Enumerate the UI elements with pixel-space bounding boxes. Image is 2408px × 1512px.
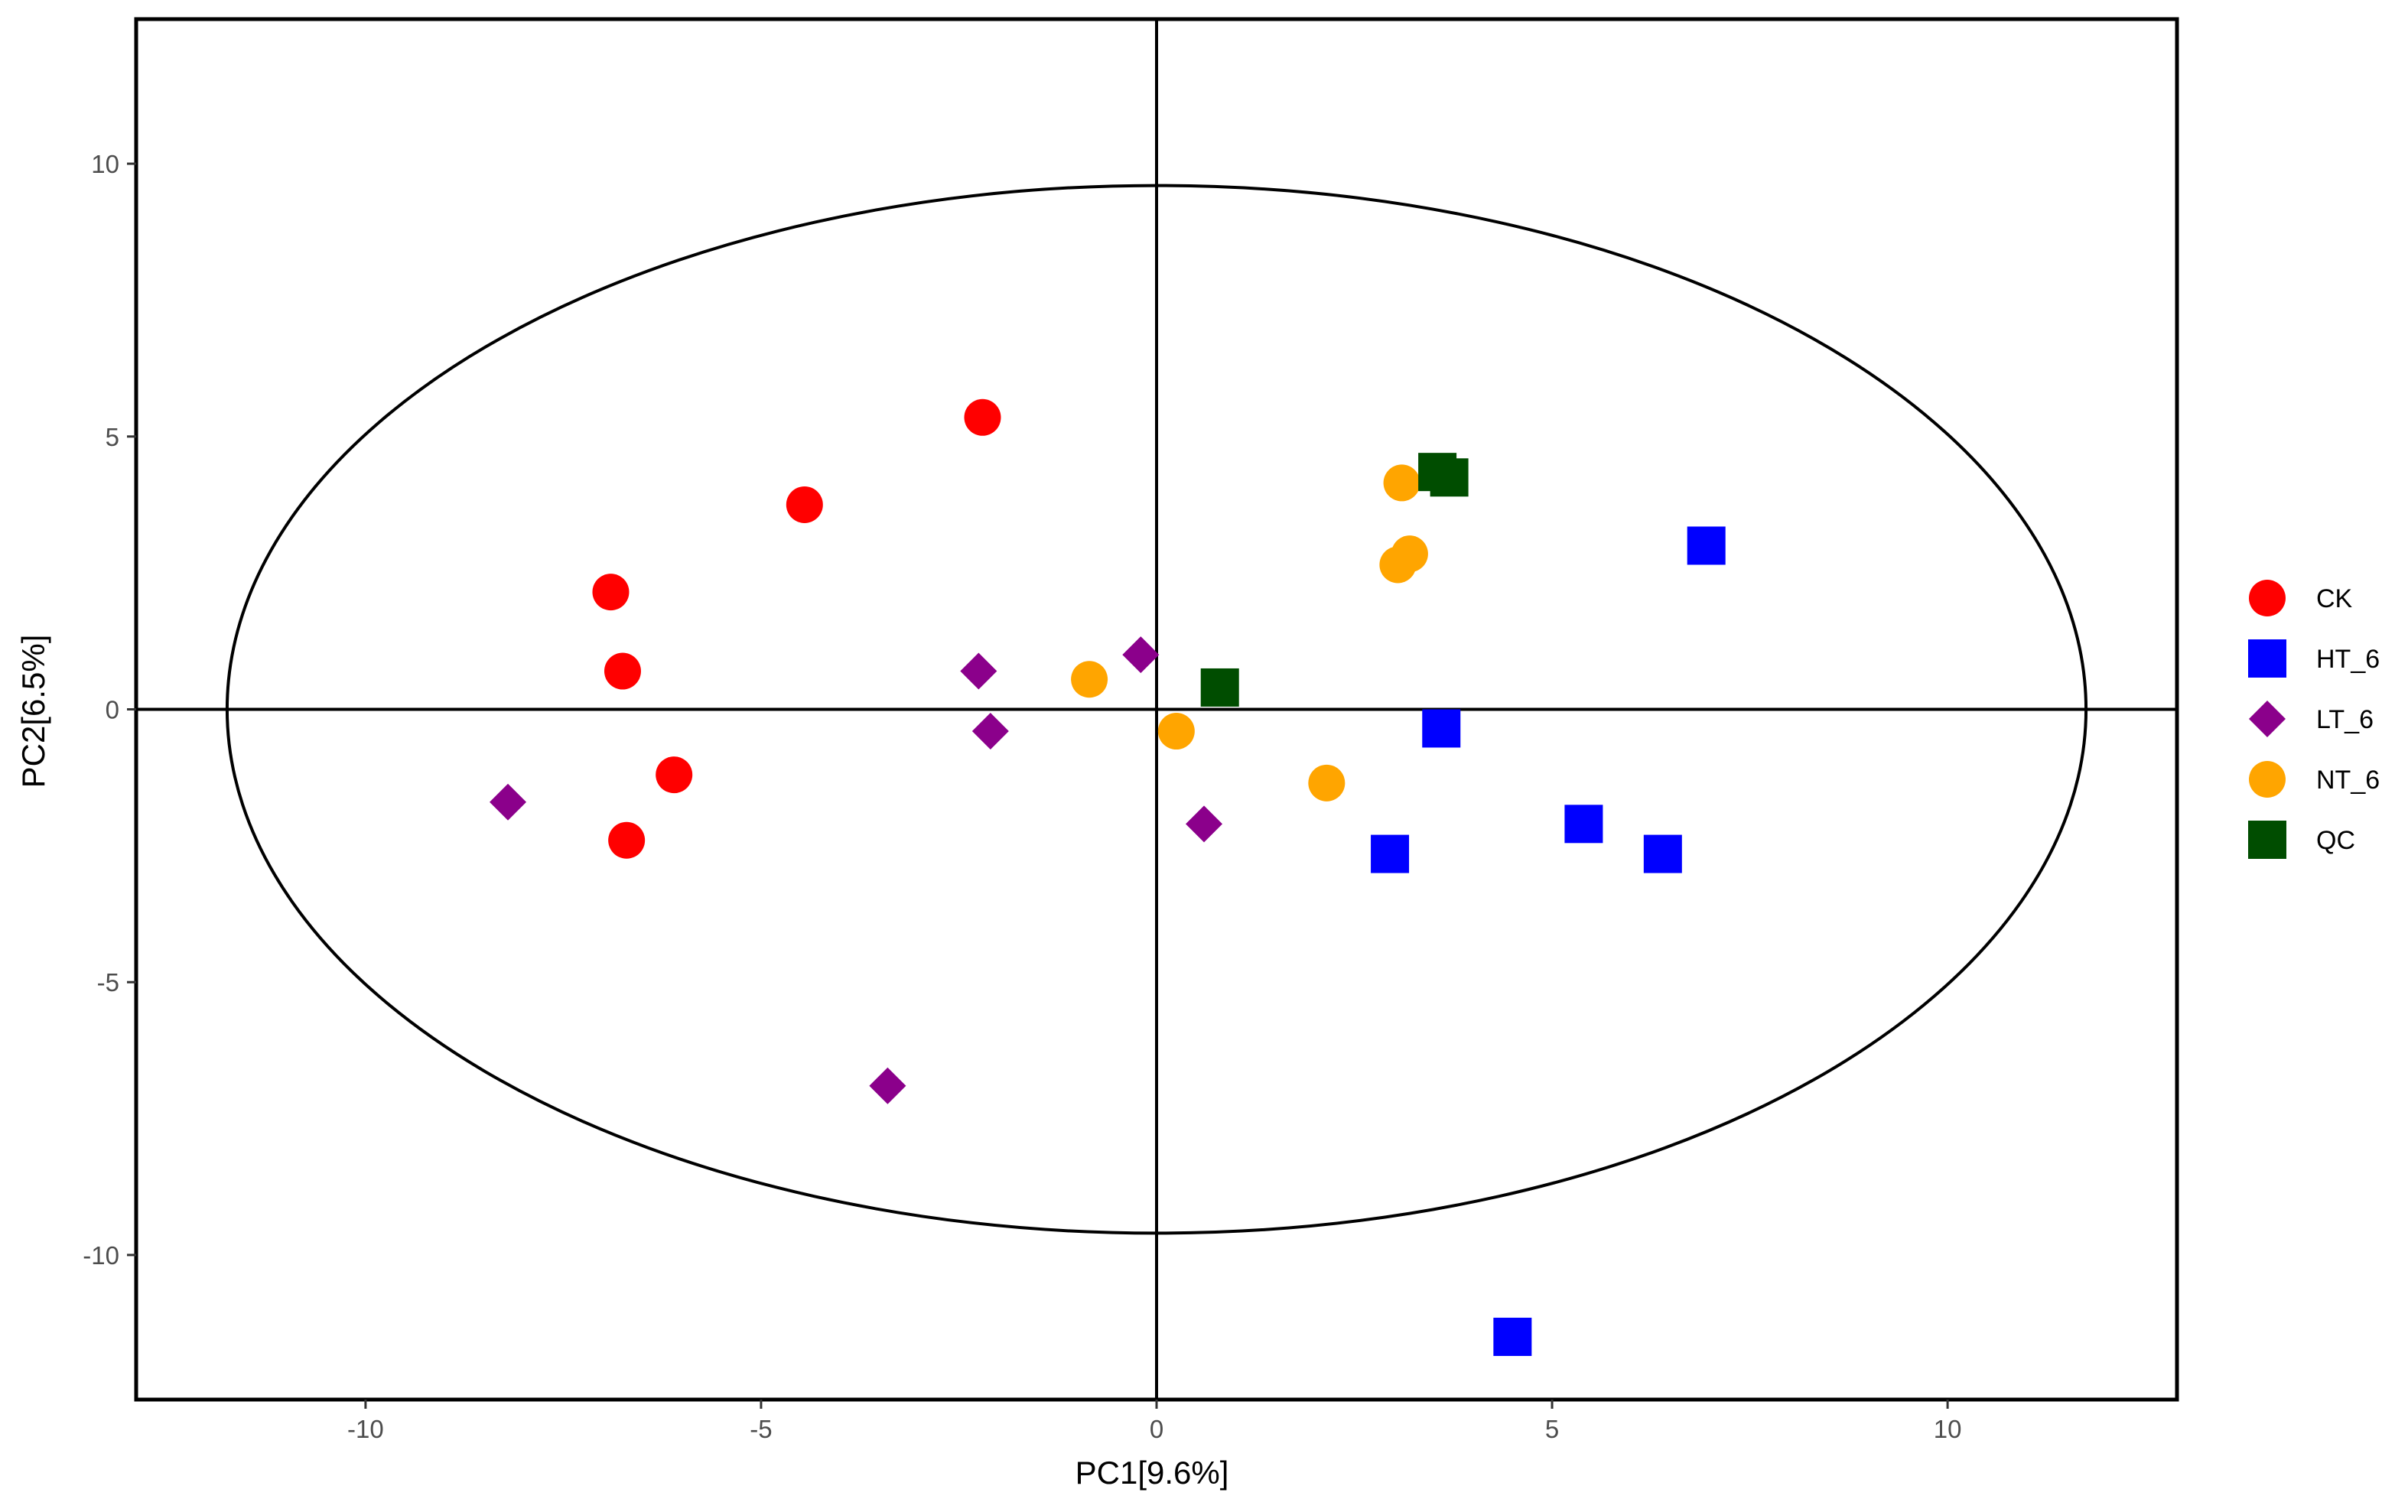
point-ck [608,821,646,859]
point-ck [592,574,630,611]
x-tick-label: -5 [750,1415,772,1443]
y-axis-title: PC2[6.5%] [15,635,51,789]
y-tick-label: 0 [106,696,119,724]
point-lt-6 [960,652,997,690]
point-ht-6 [1643,834,1682,873]
point-qc [1430,458,1469,497]
legend-label: QC [2316,826,2355,855]
point-ht-6 [1687,526,1726,565]
x-tick-label: 10 [1934,1415,1962,1443]
point-ht-6 [1493,1317,1532,1356]
x-tick-label: 0 [1150,1415,1163,1443]
legend: CK HT_6 LT_6 NT_6 QC [2248,580,2380,859]
point-nt-6 [1379,546,1417,584]
point-nt-6 [1383,464,1420,502]
point-qc [1200,668,1239,707]
legend-label: NT_6 [2316,766,2380,795]
x-axis-title: PC1[9.6%] [1075,1455,1229,1491]
point-nt-6 [1308,764,1346,802]
point-ck [604,652,641,690]
y-tick-label: -10 [83,1241,119,1270]
point-lt-6 [490,783,527,821]
point-lt-6 [971,713,1009,750]
point-lt-6 [869,1067,906,1104]
point-ht-6 [1422,709,1461,748]
point-ht-6 [1564,805,1603,844]
legend-key [2249,580,2286,616]
legend-key [2248,821,2286,859]
point-ck [964,398,1001,436]
legend-key [2249,701,2286,737]
legend-label: CK [2316,584,2353,613]
y-tick-label: 5 [106,423,119,451]
point-ck [656,756,693,794]
point-ck [786,486,823,523]
legend-label: HT_6 [2316,645,2380,674]
point-lt-6 [1186,805,1223,843]
legend-key [2248,639,2286,678]
point-nt-6 [1157,713,1195,750]
y-tick-label: 10 [91,150,119,178]
x-tick-label: -10 [347,1415,384,1443]
legend-label: LT_6 [2316,705,2374,734]
point-nt-6 [1071,661,1108,698]
x-tick-label: 5 [1545,1415,1559,1443]
point-ht-6 [1371,834,1410,873]
point-lt-6 [1122,636,1160,674]
legend-key [2249,761,2286,798]
y-tick-label: -5 [97,968,119,997]
confidence-ellipse [225,184,2088,1235]
